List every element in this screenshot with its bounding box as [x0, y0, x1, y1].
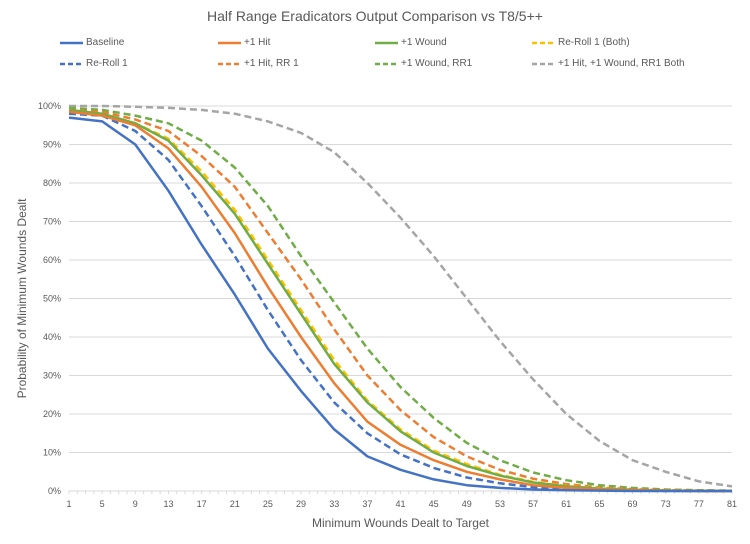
- legend-item: +1 Hit: [218, 37, 270, 48]
- series-line--1-wound-rr1: [68, 106, 733, 492]
- x-tick-label: 5: [100, 499, 105, 509]
- x-tick-label: 65: [594, 499, 604, 509]
- legend-item: +1 Hit, RR 1: [218, 58, 299, 69]
- legend-swatch: [375, 62, 398, 65]
- legend-label: +1 Wound: [401, 37, 447, 48]
- y-tick-label: 40%: [43, 332, 61, 342]
- y-tick-label: 20%: [43, 409, 61, 419]
- legend-item: +1 Hit, +1 Wound, RR1 Both: [532, 58, 685, 69]
- x-tick-label: 21: [230, 499, 240, 509]
- x-tick-label: 77: [694, 499, 704, 509]
- legend-item: Re-Roll 1: [60, 58, 128, 69]
- series-line--1-wound: [68, 108, 732, 493]
- x-tick-label: 33: [329, 499, 339, 509]
- legend-item: Re-Roll 1 (Both): [532, 37, 630, 48]
- legend-label: +1 Hit, +1 Wound, RR1 Both: [558, 58, 685, 69]
- legend-item: +1 Wound, RR1: [375, 58, 472, 69]
- x-tick-label: 17: [197, 499, 207, 509]
- legend-label: Baseline: [86, 37, 125, 48]
- legend-item: +1 Wound: [375, 37, 447, 48]
- x-tick-label: 81: [727, 499, 737, 509]
- y-tick-label: 100%: [38, 101, 61, 111]
- x-tick-label: 61: [561, 499, 571, 509]
- chart-title: Half Range Eradicators Output Comparison…: [207, 8, 543, 24]
- y-tick-label: 30%: [43, 371, 61, 381]
- series-line--1-hit: [68, 110, 732, 493]
- legend-swatch: [60, 41, 83, 44]
- series-line--1-hit-1-wound-rr1-both: [69, 104, 733, 488]
- series-line-re-roll-1-both-: [68, 108, 732, 493]
- series-line-re-roll-1: [68, 112, 732, 493]
- legend-swatch: [218, 41, 241, 44]
- y-tick-label: 70%: [43, 217, 61, 227]
- legend-label: +1 Wound, RR1: [401, 58, 473, 69]
- legend-label: +1 Hit, RR 1: [244, 58, 299, 69]
- x-tick-label: 25: [263, 499, 273, 509]
- y-tick-label: 50%: [43, 294, 61, 304]
- y-tick-label: 90%: [43, 140, 61, 150]
- legend-swatch: [375, 41, 398, 44]
- legend-swatch: [218, 62, 241, 65]
- x-tick-label: 57: [528, 499, 538, 509]
- y-tick-label: 10%: [43, 448, 61, 458]
- legend-label: Re-Roll 1: [86, 58, 128, 69]
- x-axis-label: Minimum Wounds Dealt to Target: [312, 516, 490, 530]
- legend-item: Baseline: [60, 37, 124, 48]
- legend-swatch: [60, 62, 83, 65]
- y-tick-label: 60%: [43, 255, 61, 265]
- series-line--1-hit-rr-1: [68, 108, 733, 493]
- x-tick-label: 69: [628, 499, 638, 509]
- x-tick-label: 53: [495, 499, 505, 509]
- x-tick-label: 9: [133, 499, 138, 509]
- x-tick-label: 13: [163, 499, 173, 509]
- x-tick-label: 49: [462, 499, 472, 509]
- x-tick-label: 73: [661, 499, 671, 509]
- y-axis-label: Probability of Minimum Wounds Dealt: [15, 198, 29, 399]
- x-tick-label: 37: [362, 499, 372, 509]
- legend-label: Re-Roll 1 (Both): [558, 37, 630, 48]
- y-tick-label: 0%: [48, 486, 61, 496]
- legend-label: +1 Hit: [244, 37, 271, 48]
- series-line-baseline: [68, 116, 732, 493]
- y-tick-label: 80%: [43, 178, 61, 188]
- x-tick-label: 45: [429, 499, 439, 509]
- x-tick-label: 41: [395, 499, 405, 509]
- x-tick-label: 29: [296, 499, 306, 509]
- x-tick-label: 1: [66, 499, 71, 509]
- legend-swatch: [532, 62, 555, 65]
- legend-swatch: [532, 41, 555, 44]
